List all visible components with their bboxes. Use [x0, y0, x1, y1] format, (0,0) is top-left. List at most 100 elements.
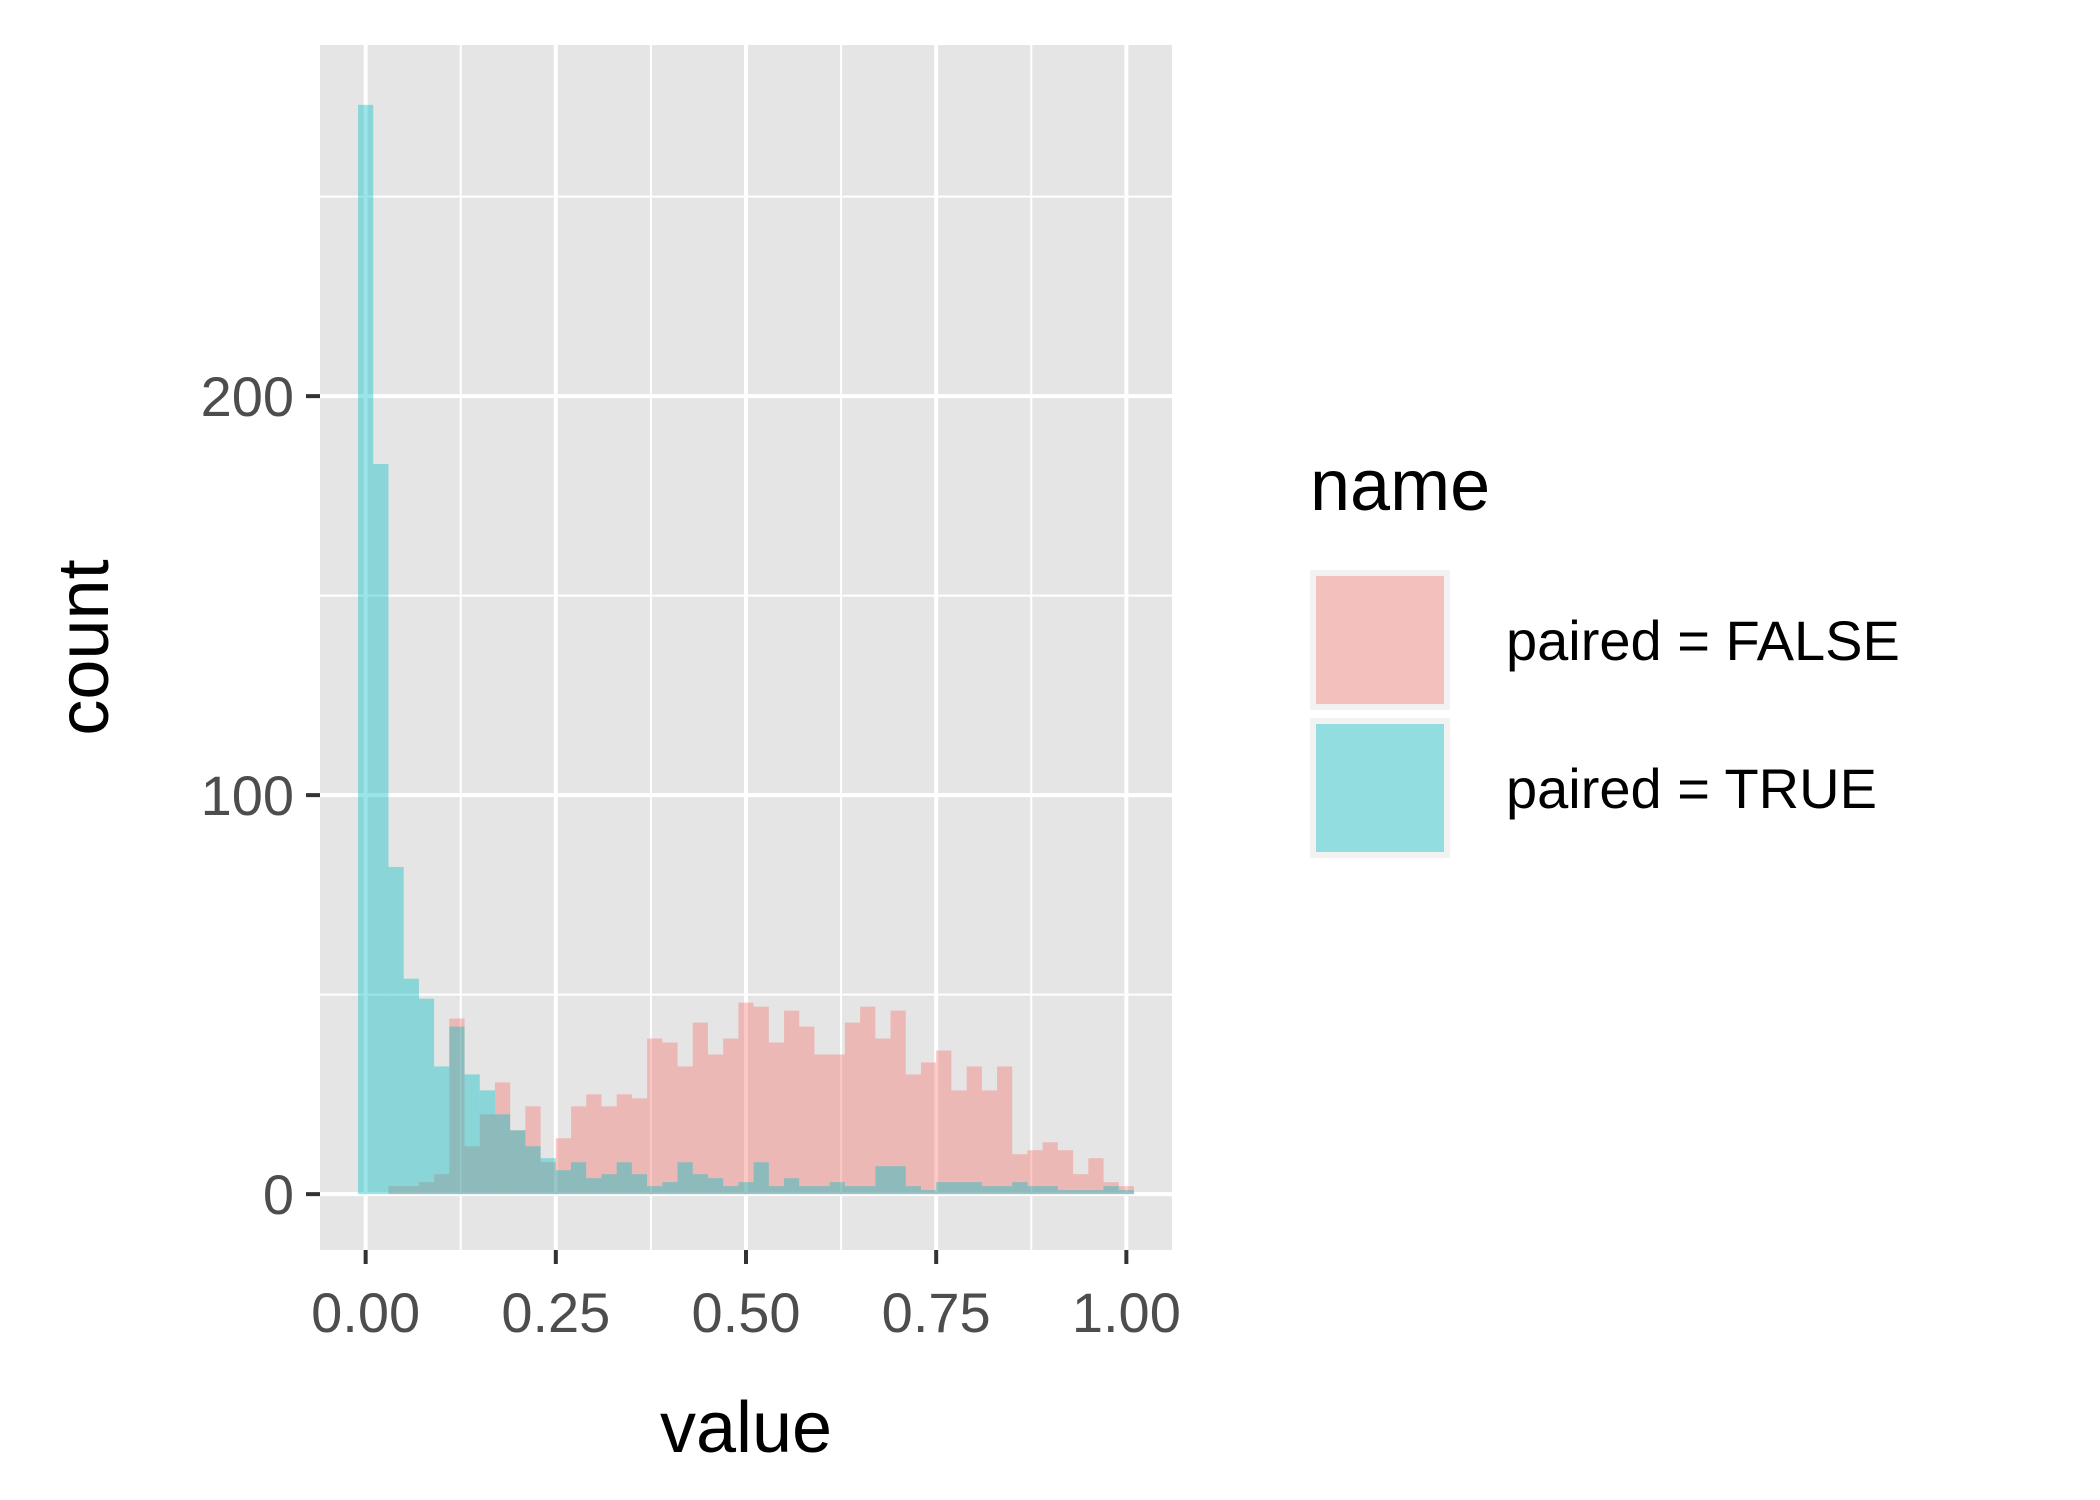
histogram-bar	[525, 1146, 541, 1195]
histogram-bar	[449, 1026, 465, 1195]
histogram-bar	[738, 1002, 754, 1195]
legend: name paired = FALSE paired = TRUE	[1310, 446, 1900, 858]
histogram-bar	[449, 1018, 465, 1195]
histogram-bar	[753, 1006, 769, 1195]
histogram-bar	[738, 1182, 754, 1195]
histogram-bar	[829, 1054, 845, 1195]
legend-key-background	[1310, 570, 1450, 710]
histogram-bar	[1088, 1158, 1104, 1195]
legend-key-background	[1310, 718, 1450, 858]
histogram-bar	[860, 1006, 876, 1195]
histogram-bar	[616, 1162, 632, 1195]
histogram-bar	[997, 1186, 1013, 1195]
histogram-bar	[814, 1186, 830, 1195]
histogram-bar	[647, 1186, 663, 1195]
histogram-bar	[905, 1186, 921, 1195]
histogram-bar	[1073, 1174, 1089, 1195]
histogram-bars	[358, 104, 1134, 1195]
histogram-bar	[540, 1158, 556, 1195]
histogram-bar	[844, 1022, 861, 1195]
histogram-bar	[1042, 1186, 1058, 1195]
histogram-bar	[753, 1162, 769, 1195]
histogram-bar	[373, 463, 389, 1195]
histogram-bar	[829, 1182, 845, 1195]
histogram-bar	[631, 1098, 648, 1195]
x-tick-label: 0.00	[311, 1281, 420, 1344]
histogram-bar	[997, 1066, 1013, 1195]
histogram-bar	[784, 1010, 800, 1195]
histogram-bar	[677, 1066, 693, 1195]
histogram-bar	[1057, 1150, 1074, 1195]
histogram-bar	[586, 1094, 602, 1195]
histogram-bar	[418, 1182, 435, 1195]
histogram-bar	[555, 1138, 572, 1195]
histogram-bar	[616, 1094, 632, 1195]
histogram-bar	[799, 1026, 815, 1195]
legend-label: paired = FALSE	[1506, 609, 1900, 672]
y-tick-label: 100	[201, 764, 294, 827]
histogram-bar	[1042, 1142, 1058, 1195]
histogram-bar	[479, 1090, 495, 1195]
histogram-bar	[540, 1162, 556, 1195]
histogram-bar	[814, 1054, 830, 1195]
histogram-bar	[920, 1190, 937, 1195]
histogram-bar	[631, 1174, 648, 1195]
histogram-bar	[434, 1174, 450, 1195]
histogram-bar	[1088, 1190, 1104, 1195]
histogram-bar	[647, 1038, 663, 1195]
histogram-bar	[586, 1178, 602, 1195]
histogram-bar	[723, 1186, 739, 1195]
histogram-bar	[601, 1106, 617, 1195]
histogram-bar	[951, 1182, 967, 1195]
histogram-bar	[677, 1162, 693, 1195]
histogram-bar	[875, 1166, 891, 1195]
histogram-bar	[905, 1074, 921, 1195]
histogram-bar	[692, 1174, 708, 1195]
y-axis-title: count	[44, 559, 124, 735]
histogram-bar	[936, 1182, 952, 1195]
histogram-bar	[692, 1022, 708, 1195]
histogram-bar	[510, 1130, 526, 1195]
histogram-bar	[1103, 1182, 1119, 1195]
histogram-bar	[601, 1174, 617, 1195]
histogram-bar	[464, 1074, 480, 1195]
x-tick-label: 0.75	[882, 1281, 991, 1344]
x-tick-label: 1.00	[1072, 1281, 1181, 1344]
histogram-bar	[707, 1054, 724, 1195]
legend-title: name	[1310, 446, 1490, 526]
y-tick-label: 0	[263, 1163, 294, 1226]
series-paired-true	[358, 104, 1134, 1195]
histogram-bar	[464, 1146, 480, 1195]
histogram-bar	[571, 1106, 587, 1195]
legend-label: paired = TRUE	[1506, 757, 1877, 820]
histogram-bar	[784, 1178, 800, 1195]
histogram-bar	[418, 998, 435, 1195]
plot-panel	[320, 45, 1172, 1250]
histogram-bar	[1027, 1186, 1043, 1195]
histogram-bar	[1103, 1186, 1119, 1195]
histogram-bar	[388, 1186, 404, 1195]
histogram-bar	[723, 1038, 739, 1195]
histogram-bar	[860, 1186, 876, 1195]
histogram-bar	[966, 1182, 982, 1195]
x-tick-label: 0.50	[692, 1281, 801, 1344]
histogram-bar	[768, 1042, 785, 1195]
histogram-bar	[403, 978, 419, 1195]
histogram-bar	[875, 1038, 891, 1195]
histogram-bar	[936, 1050, 952, 1195]
histogram-bar	[358, 104, 374, 1195]
histogram-bar	[920, 1062, 937, 1195]
histogram-bar	[571, 1162, 587, 1195]
histogram-bar	[403, 1186, 419, 1195]
histogram-bar	[662, 1182, 678, 1195]
histogram-bar	[1057, 1190, 1074, 1195]
histogram-bar	[525, 1106, 541, 1195]
histogram-bar	[981, 1186, 998, 1195]
histogram-bar	[510, 1130, 526, 1195]
histogram-bar	[1027, 1150, 1043, 1195]
histogram-bar	[981, 1090, 998, 1195]
histogram-bar	[707, 1178, 724, 1195]
series-paired-false	[388, 1002, 1134, 1195]
